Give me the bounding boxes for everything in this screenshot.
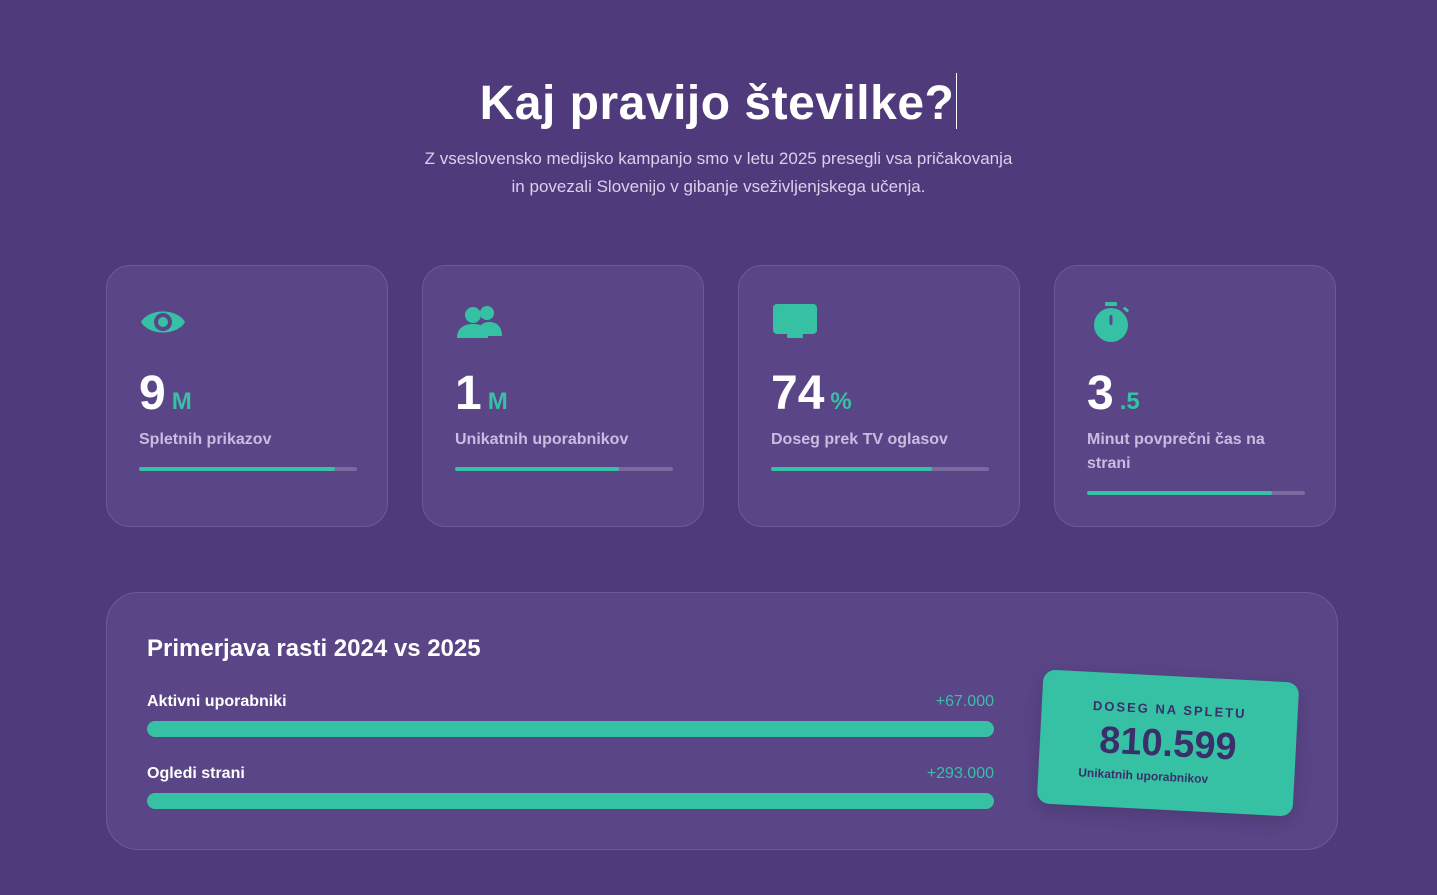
stat-unit: %	[830, 388, 852, 415]
reach-badge: DOSEG NA SPLETU 810.599 Unikatnih uporab…	[1036, 669, 1300, 817]
stat-progress-bar	[455, 467, 673, 471]
stat-value: 74%	[771, 366, 852, 422]
page-title-text: Kaj pravijo številke?	[479, 77, 955, 130]
badge-subtitle: Unikatnih uporabnikov	[1077, 765, 1209, 787]
growth-row-page-views: Ogledi strani +293.000	[147, 765, 994, 809]
page-title: Kaj pravijo številke?	[0, 72, 1437, 136]
growth-title: Primerjava rasti 2024 vs 2025	[147, 635, 481, 662]
badge-value: 810.599	[1098, 719, 1238, 769]
stat-progress-bar	[1087, 491, 1305, 495]
stat-number: 74	[771, 367, 825, 420]
stat-progress-fill	[1087, 491, 1273, 495]
growth-bar-fill	[147, 793, 994, 809]
growth-row-value: +67.000	[935, 693, 994, 710]
eye-icon	[141, 311, 185, 333]
stat-value: 3.5	[1087, 366, 1140, 422]
subtitle-line-1: Z vseslovensko medijsko kampanjo smo v l…	[424, 149, 1013, 168]
stat-card-tv: 74% Doseg prek TV oglasov	[738, 265, 1020, 527]
stat-card-time: 3.5 Minut povprečni čas na strani	[1054, 265, 1336, 527]
growth-bar	[147, 721, 994, 737]
growth-row-value: +293.000	[926, 765, 994, 782]
stat-progress-bar	[139, 467, 357, 471]
growth-row-header: Aktivni uporabniki +67.000	[147, 693, 994, 715]
stat-label: Unikatnih uporabnikov	[455, 431, 629, 448]
stat-unit: .5	[1119, 388, 1140, 415]
growth-row-active-users: Aktivni uporabniki +67.000	[147, 693, 994, 737]
growth-bar	[147, 793, 994, 809]
users-icon	[457, 306, 502, 338]
growth-row-label: Ogledi strani	[147, 765, 245, 782]
subtitle-line-2: in povezali Slovenijo v gibanje vseživlj…	[511, 177, 926, 196]
stat-progress-bar	[771, 467, 989, 471]
stat-label: Spletnih prikazov	[139, 431, 272, 448]
growth-row-label: Aktivni uporabniki	[147, 693, 287, 710]
growth-row-header: Ogledi strani +293.000	[147, 765, 994, 787]
page-subtitle: Z vseslovensko medijsko kampanjo smo v l…	[0, 145, 1437, 201]
stat-number: 3	[1087, 367, 1114, 420]
stat-label: Doseg prek TV oglasov	[771, 431, 948, 448]
stat-unit: M	[171, 388, 192, 415]
text-caret	[956, 73, 958, 129]
stat-number: 1	[455, 367, 482, 420]
growth-bar-fill	[147, 721, 994, 737]
stat-label: Minut povprečni čas na strani	[1087, 431, 1265, 472]
stat-progress-fill	[139, 467, 336, 471]
stat-number: 9	[139, 367, 166, 420]
stopwatch-icon	[1094, 302, 1129, 342]
stat-unit: M	[487, 388, 508, 415]
stat-progress-fill	[771, 467, 933, 471]
tv-icon	[773, 304, 817, 338]
stat-progress-fill	[455, 467, 619, 471]
